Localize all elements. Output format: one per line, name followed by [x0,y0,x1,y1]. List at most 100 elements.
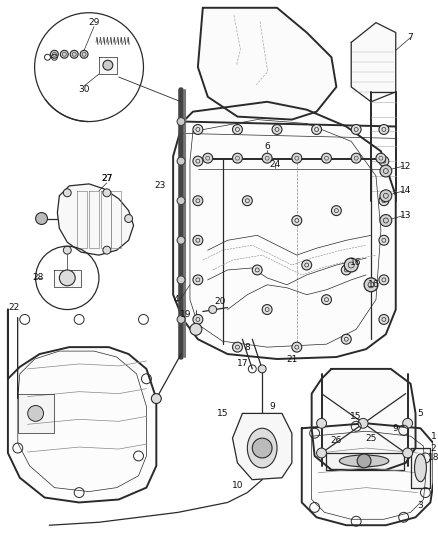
Text: 3: 3 [417,501,424,510]
Circle shape [262,153,272,163]
Circle shape [380,165,392,177]
Circle shape [292,342,302,352]
Polygon shape [99,57,117,74]
Polygon shape [233,414,292,480]
Circle shape [312,125,321,134]
Circle shape [177,236,185,244]
Circle shape [351,153,361,163]
Text: 20: 20 [214,297,225,306]
Circle shape [321,153,332,163]
Ellipse shape [247,428,277,468]
Polygon shape [198,8,336,119]
Circle shape [252,265,262,275]
Circle shape [364,278,378,292]
Text: 7: 7 [408,33,413,42]
Circle shape [317,448,326,458]
Polygon shape [54,270,81,287]
Circle shape [379,196,389,206]
Circle shape [403,418,413,428]
Text: 6: 6 [264,142,270,151]
Polygon shape [351,22,396,102]
Text: 21: 21 [286,354,297,364]
Circle shape [344,258,358,272]
Circle shape [177,197,185,205]
Circle shape [193,236,203,245]
Circle shape [193,314,203,325]
Text: 1: 1 [431,432,436,441]
Circle shape [233,125,242,134]
Circle shape [242,196,252,206]
Circle shape [321,295,332,304]
Circle shape [379,156,389,166]
Text: 28: 28 [32,273,43,282]
Circle shape [177,157,185,165]
Text: 25: 25 [365,434,377,442]
Circle shape [103,189,111,197]
Text: 23: 23 [155,181,166,190]
Circle shape [358,418,368,428]
Polygon shape [302,423,433,525]
Circle shape [233,342,242,352]
Text: 15: 15 [350,412,362,421]
Text: 16: 16 [350,257,362,266]
Polygon shape [410,448,431,488]
Text: 10: 10 [232,481,243,490]
Circle shape [60,50,68,58]
Circle shape [50,50,58,58]
Circle shape [177,276,185,284]
Circle shape [80,50,88,58]
Circle shape [258,365,266,373]
Circle shape [103,60,113,70]
Text: 16: 16 [368,280,380,289]
Circle shape [35,213,47,224]
Circle shape [233,153,242,163]
Circle shape [357,454,371,468]
Circle shape [332,206,341,215]
Circle shape [379,275,389,285]
Polygon shape [312,369,416,470]
Circle shape [193,125,203,134]
Circle shape [379,314,389,325]
Text: 24: 24 [269,159,281,168]
Circle shape [28,406,43,422]
Circle shape [64,246,71,254]
Text: 9: 9 [393,424,399,433]
Circle shape [60,270,75,286]
Circle shape [193,196,203,206]
Circle shape [193,275,203,285]
Circle shape [341,265,351,275]
Circle shape [403,448,413,458]
Text: 14: 14 [400,187,411,195]
Circle shape [380,190,392,201]
Circle shape [177,118,185,125]
Text: 9: 9 [269,402,275,411]
Text: 2: 2 [431,443,436,453]
Text: 30: 30 [78,85,90,94]
Circle shape [317,418,326,428]
Circle shape [125,215,133,222]
Circle shape [103,246,111,254]
Text: 29: 29 [88,18,100,27]
Ellipse shape [339,455,389,467]
Text: 12: 12 [400,161,411,171]
Circle shape [376,153,386,163]
Circle shape [152,394,161,403]
Text: 27: 27 [101,174,113,183]
Polygon shape [18,394,54,433]
Circle shape [64,189,71,197]
Circle shape [380,215,392,227]
Text: 13: 13 [400,211,411,220]
Circle shape [341,334,351,344]
Text: 18: 18 [427,454,438,463]
Circle shape [209,305,217,313]
Text: 26: 26 [331,435,342,445]
Text: 22: 22 [8,303,19,312]
Circle shape [262,304,272,314]
Polygon shape [326,453,404,470]
Polygon shape [8,310,156,503]
Circle shape [70,50,78,58]
Circle shape [292,153,302,163]
Circle shape [302,260,312,270]
Text: 27: 27 [101,174,113,183]
Polygon shape [57,184,134,255]
